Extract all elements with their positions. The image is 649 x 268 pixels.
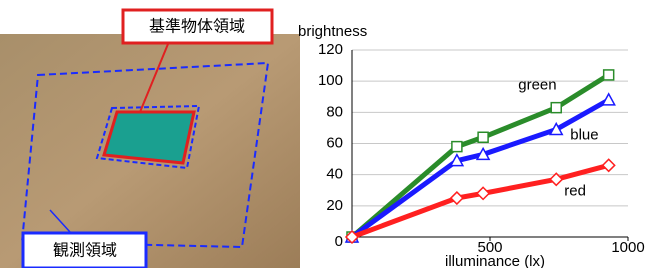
label: 観測領域 — [53, 241, 117, 260]
marker — [604, 70, 614, 80]
label: 基準物体領域 — [149, 17, 245, 36]
marker — [551, 103, 561, 113]
x-tick-label: 500 — [477, 239, 502, 256]
series-line — [352, 100, 609, 237]
page: 基準物体領域 観測領域 brightness illuminance (lx) … — [0, 0, 649, 268]
marker — [603, 94, 615, 105]
y-axis-label: brightness — [298, 23, 367, 40]
series-label: green — [518, 77, 556, 94]
y-tick-label: 80 — [326, 103, 343, 120]
y-tick-label: 40 — [326, 166, 343, 183]
series-label: blue — [570, 126, 598, 143]
y-tick-label: 120 — [318, 41, 343, 58]
reference-object — [104, 112, 194, 163]
y-tick-label: 100 — [318, 72, 343, 89]
series-label: red — [564, 182, 586, 199]
marker — [603, 159, 615, 171]
x-tick-label: 1000 — [611, 239, 644, 256]
y-tick-label: 0 — [335, 233, 343, 250]
marker — [452, 142, 462, 152]
y-tick-label: 20 — [326, 197, 343, 214]
figure: 基準物体領域 観測領域 brightness illuminance (lx) … — [0, 0, 649, 268]
marker — [478, 132, 488, 142]
marker — [477, 187, 489, 199]
y-tick-label: 60 — [326, 134, 343, 151]
